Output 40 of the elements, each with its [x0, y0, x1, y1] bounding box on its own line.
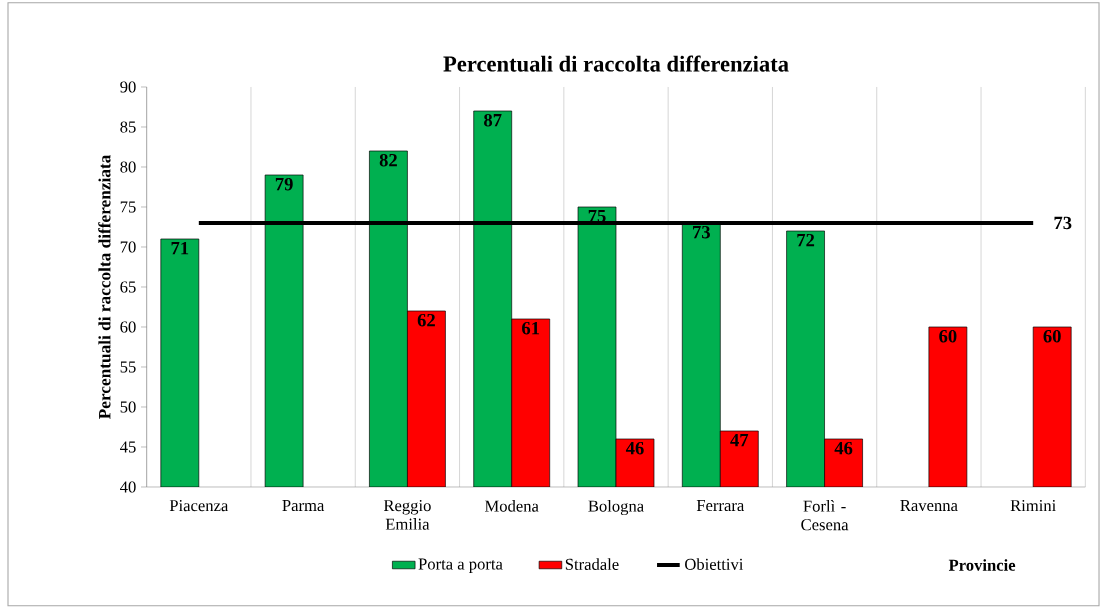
x-tick-label: Rimini: [1010, 500, 1056, 512]
y-tick-label: 70: [120, 241, 136, 253]
data-label: 72: [797, 233, 815, 247]
x-tick-label: Ravenna: [900, 500, 958, 512]
x-tick-label: Forlì - Cesena: [801, 500, 849, 531]
data-label: 60: [1043, 329, 1061, 343]
y-tick-label: 75: [120, 201, 136, 213]
x-tick-label: Bologna: [588, 500, 644, 516]
y-tick-label: 45: [120, 441, 136, 453]
data-label: 79: [275, 177, 293, 191]
data-label: 82: [379, 153, 397, 167]
data-label: 60: [939, 329, 957, 343]
y-tick-label: 40: [120, 481, 136, 493]
x-tick-label: Piacenza: [169, 500, 229, 512]
data-label: 47: [730, 433, 749, 447]
x-tick-label: Parma: [282, 500, 325, 512]
data-label: 87: [484, 113, 502, 127]
legend-label: Porta a porta: [418, 558, 503, 573]
data-label: 46: [625, 441, 644, 455]
data-label: 73: [693, 225, 710, 239]
data-label: 62: [417, 313, 435, 327]
data-label: 46: [834, 441, 853, 455]
y-tick-label: 85: [120, 121, 136, 133]
y-tick-label: 60: [120, 321, 136, 333]
y-axis-title: Percentuali di raccolta differenziata: [98, 154, 111, 419]
chart-title: Percentuali di raccolta differenziata: [443, 55, 789, 72]
data-label: 73: [1054, 216, 1072, 230]
x-axis-title: Provincie: [948, 559, 1016, 571]
data-label: 71: [171, 241, 189, 255]
y-tick-label: 90: [120, 81, 136, 93]
y-tick-label: 80: [120, 161, 136, 173]
legend-label: Obiettivi: [685, 558, 744, 570]
x-tick-label: Modena: [484, 500, 539, 512]
data-label: 61: [522, 321, 540, 335]
y-tick-label: 65: [120, 281, 136, 293]
x-tick-label: Ferrara: [696, 500, 745, 512]
x-tick-label: Reggio Emilia: [383, 500, 431, 530]
y-tick-label: 50: [120, 401, 136, 413]
y-tick-label: 55: [120, 361, 136, 373]
legend-label: Stradale: [565, 558, 619, 570]
